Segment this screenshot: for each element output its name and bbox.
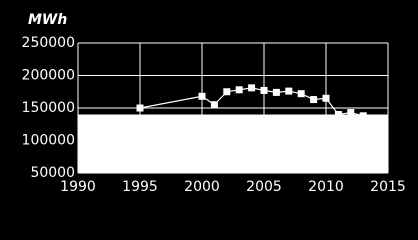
marker xyxy=(260,86,268,94)
x-tick-label: 1995 xyxy=(122,179,158,195)
chart: MWh 50000 100000 150000 200000 250000 1990 199… xyxy=(21,12,406,195)
x-tick-label: 2005 xyxy=(246,179,282,195)
area xyxy=(78,114,388,173)
marker xyxy=(322,94,330,102)
marker xyxy=(359,112,367,120)
y-tick-label: 100000 xyxy=(22,133,75,149)
x-tick-label: 2010 xyxy=(308,179,344,195)
line xyxy=(139,87,364,117)
x-tick-label: 2000 xyxy=(184,179,220,195)
marker xyxy=(198,92,206,100)
marker xyxy=(136,104,144,112)
y-tick-label: 200000 xyxy=(22,68,75,84)
marker xyxy=(310,96,318,104)
marker xyxy=(223,88,231,96)
marker xyxy=(272,88,280,96)
marker xyxy=(334,111,342,118)
x-tick-label: 2015 xyxy=(370,179,406,195)
marker xyxy=(285,87,293,95)
marker xyxy=(248,84,256,92)
marker xyxy=(210,101,218,109)
y-tick-label: 250000 xyxy=(22,35,75,51)
y-tick-label: 150000 xyxy=(22,100,75,116)
y-tick-label: 50000 xyxy=(30,165,75,181)
marker xyxy=(347,109,355,117)
y-axis-label: MWh xyxy=(28,12,67,28)
x-tick-label: 1990 xyxy=(60,179,96,195)
marker xyxy=(297,90,305,98)
marker xyxy=(235,86,243,94)
